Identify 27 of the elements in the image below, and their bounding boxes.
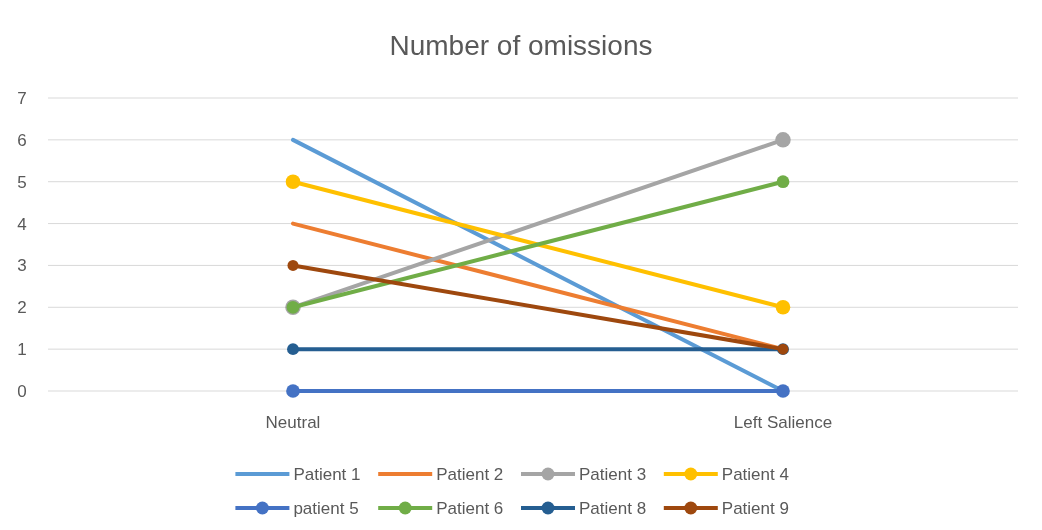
point	[287, 343, 299, 356]
legend-label: Patient 4	[721, 464, 789, 484]
y-tick-label: 4	[17, 214, 27, 234]
y-tick-label: 1	[17, 340, 27, 360]
legend-label: Patient 2	[436, 464, 504, 484]
legend-label: Patient 8	[579, 498, 647, 518]
point	[287, 259, 299, 271]
legend-label: Patient 1	[293, 464, 361, 484]
legend-label: Patient 9	[721, 498, 789, 518]
y-tick-label: 0	[17, 381, 27, 401]
y-tick-label: 6	[17, 130, 27, 150]
point	[776, 175, 790, 189]
point	[776, 384, 790, 398]
point	[285, 174, 301, 190]
chart-title: Number of omissions	[389, 30, 653, 61]
legend-label: Patient 3	[579, 464, 647, 484]
y-tick-label: 3	[17, 256, 27, 276]
y-tick-label: 5	[17, 172, 27, 192]
point	[775, 132, 791, 148]
legend-label: Patient 6	[436, 498, 504, 518]
y-tick-label: 7	[17, 88, 27, 108]
point	[775, 299, 791, 315]
y-tick-label: 2	[17, 298, 27, 318]
x-tick-label: Neutral	[265, 413, 321, 432]
point	[286, 384, 300, 398]
x-tick-label: Left Salience	[733, 413, 833, 432]
legend-label: patient 5	[293, 498, 359, 518]
